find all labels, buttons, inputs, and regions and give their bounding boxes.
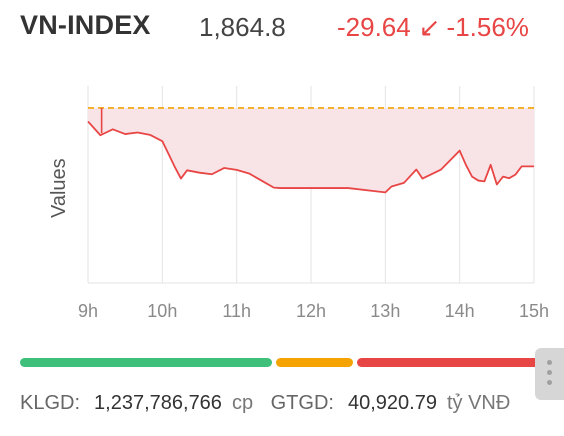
trading-stats: KLGD: 1,237,786,766 cp GTGD: 40,920.79 tỷ VN… (20, 392, 510, 415)
grip-dot-icon (547, 370, 552, 375)
change-percent: -1.56% (446, 12, 529, 42)
x-tick-label: 9h (78, 301, 98, 321)
grip-dot-icon (547, 380, 552, 385)
grip-dot-icon (547, 360, 552, 365)
index-price: 1,864.8 (199, 12, 286, 42)
klgd-label: KLGD: (20, 392, 81, 414)
x-tick-label: 10h (147, 301, 177, 321)
x-tick-label: 12h (296, 301, 326, 321)
x-tick-label: 14h (445, 301, 475, 321)
decline-area (88, 107, 534, 193)
index-line (87, 120, 534, 194)
x-tick-label: 11h (222, 301, 251, 321)
gtgd-unit: tỷ VNĐ (446, 392, 511, 414)
x-tick-label: 15h (519, 301, 549, 321)
index-symbol: VN-INDEX (20, 10, 151, 40)
gtgd-value: 40,920.79 (347, 392, 437, 414)
index-header: VN-INDEX 1,864.8 -29.64 ↙ -1.56% (20, 8, 556, 48)
klgd-unit: cp (231, 392, 254, 414)
index-change: -29.64 ↙ -1.56% (337, 12, 529, 43)
side-scroll-handle[interactable] (535, 348, 564, 400)
intraday-chart[interactable]: 9h 10h 11h 12h 13h 14h 15h (0, 70, 564, 330)
down-arrow-icon: ↙ (418, 12, 441, 42)
decliners-bar (357, 358, 552, 367)
unchanged-bar (276, 358, 353, 367)
klgd-value: 1,237,786,766 (94, 392, 222, 414)
x-tick-label: 13h (370, 301, 400, 321)
gtgd-label: GTGD: (270, 392, 334, 414)
change-value: -29.64 (337, 12, 411, 42)
advancers-bar (20, 358, 272, 367)
